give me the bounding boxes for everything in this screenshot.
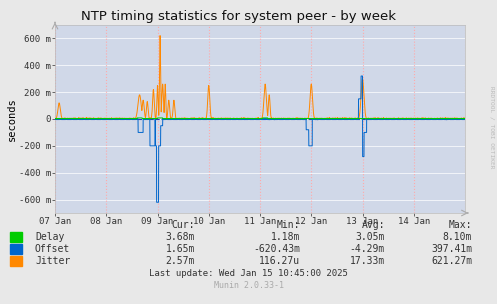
Text: 3.68m: 3.68m: [166, 232, 195, 242]
Text: 2.57m: 2.57m: [166, 256, 195, 266]
Text: 116.27u: 116.27u: [259, 256, 300, 266]
Text: Max:: Max:: [448, 220, 472, 230]
Text: Min:: Min:: [276, 220, 300, 230]
Y-axis label: seconds: seconds: [7, 97, 17, 141]
Text: Cur:: Cur:: [171, 220, 195, 230]
Text: RRDTOOL / TOBI OETIKER: RRDTOOL / TOBI OETIKER: [490, 86, 495, 169]
Text: 1.65m: 1.65m: [166, 244, 195, 254]
Text: 621.27m: 621.27m: [431, 256, 472, 266]
Text: Delay: Delay: [35, 232, 64, 242]
Text: NTP timing statistics for system peer - by week: NTP timing statistics for system peer - …: [81, 10, 396, 23]
Text: 17.33m: 17.33m: [350, 256, 385, 266]
Text: 8.10m: 8.10m: [443, 232, 472, 242]
Text: Avg:: Avg:: [361, 220, 385, 230]
Text: Jitter: Jitter: [35, 256, 70, 266]
Text: 1.18m: 1.18m: [271, 232, 300, 242]
Text: -620.43m: -620.43m: [253, 244, 300, 254]
Text: -4.29m: -4.29m: [350, 244, 385, 254]
Text: Munin 2.0.33-1: Munin 2.0.33-1: [214, 282, 283, 291]
Text: Last update: Wed Jan 15 10:45:00 2025: Last update: Wed Jan 15 10:45:00 2025: [149, 270, 348, 278]
Text: Offset: Offset: [35, 244, 70, 254]
Text: 3.05m: 3.05m: [356, 232, 385, 242]
Text: 397.41m: 397.41m: [431, 244, 472, 254]
